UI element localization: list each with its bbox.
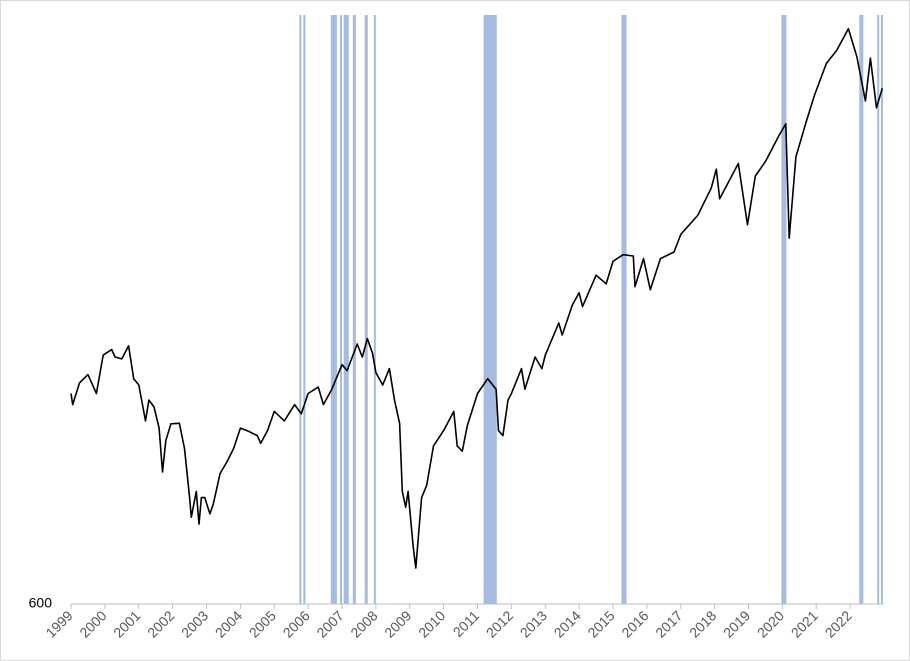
shaded-band xyxy=(859,15,864,604)
y-tick-label: 600 xyxy=(29,595,53,611)
lines xyxy=(70,27,884,569)
shaded-band xyxy=(352,15,356,604)
shaded-band xyxy=(877,15,880,604)
shaded-band xyxy=(880,15,883,604)
shaded-band xyxy=(483,15,497,604)
shaded-band xyxy=(339,15,342,604)
shaded-band xyxy=(343,15,349,604)
shaded-band xyxy=(621,15,627,604)
shaded-band xyxy=(330,15,337,604)
shaded-band xyxy=(299,15,302,604)
shaded-band xyxy=(373,15,376,604)
line-series xyxy=(70,27,884,569)
shaded-band xyxy=(364,15,368,604)
shaded-band xyxy=(303,15,306,604)
shaded-band xyxy=(781,15,787,604)
bands xyxy=(299,15,883,604)
